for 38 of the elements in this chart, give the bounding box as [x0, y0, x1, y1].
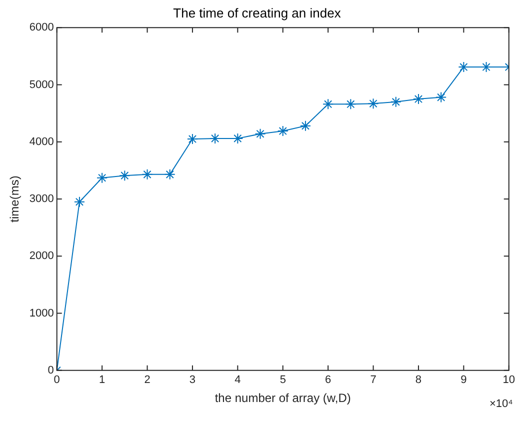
x-tick-label: 8 — [415, 374, 422, 386]
x-tick-label: 6 — [325, 374, 332, 386]
point — [390, 96, 402, 108]
x-tick-label: 4 — [234, 374, 241, 386]
point — [436, 92, 447, 103]
point — [96, 172, 108, 184]
point — [300, 120, 311, 132]
point — [119, 170, 130, 182]
y-tick-label: 1000 — [29, 307, 54, 320]
point — [412, 94, 424, 105]
point — [480, 62, 492, 73]
y-tick-label: 5000 — [29, 78, 54, 91]
x-tick-label: 10 — [502, 374, 516, 386]
x-tick-label: 1 — [99, 374, 106, 386]
x-tick-label: 7 — [370, 374, 376, 386]
y-axis-title: time(ms) — [8, 176, 22, 222]
point — [345, 98, 356, 110]
y-tick-label: 4000 — [29, 136, 54, 148]
chart-title: The time of creating an index — [173, 5, 342, 20]
point — [232, 132, 244, 144]
point — [74, 196, 85, 208]
y-tick-label: 3000 — [29, 193, 54, 206]
x-tick-label: 3 — [189, 374, 196, 386]
point — [254, 128, 266, 140]
point — [368, 98, 379, 110]
point — [277, 126, 288, 137]
text: ×10⁴ — [489, 398, 514, 410]
point — [142, 168, 153, 180]
y-tick-label: 2000 — [29, 250, 54, 262]
x-tick-label: 2 — [144, 374, 150, 386]
point — [164, 168, 176, 180]
y-tick-label: 6000 — [29, 22, 54, 34]
x-tick-label: 9 — [460, 374, 467, 386]
y-tick-label: 0 — [48, 364, 54, 376]
x-tick-label: 5 — [280, 374, 286, 386]
x-axis-title: the number of array (w,D) — [214, 391, 351, 406]
point — [186, 134, 198, 145]
point — [322, 98, 334, 110]
